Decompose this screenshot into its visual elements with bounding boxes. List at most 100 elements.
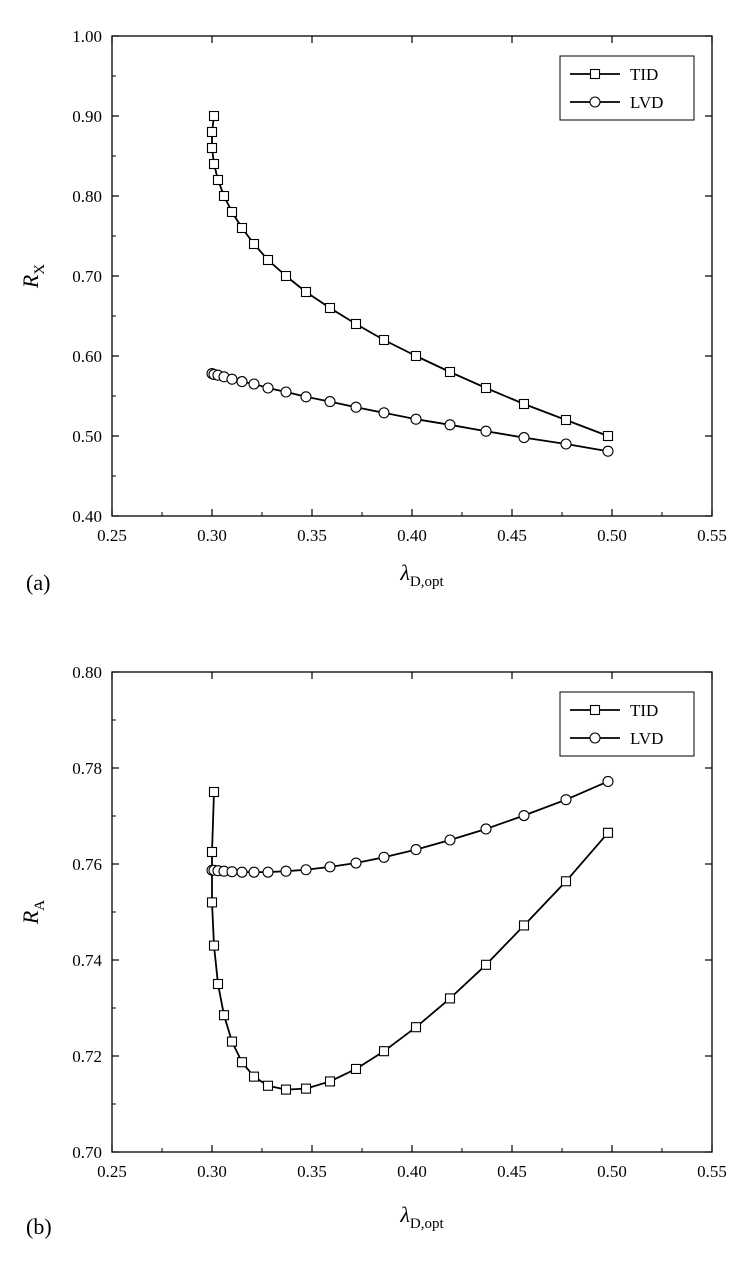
- data-point-lvd: [378, 407, 390, 419]
- y-tick-label: 0.80: [72, 187, 102, 206]
- chart-panel-2: 0.25 0.30 0.35 0.40 0.45 0.50 0.55 0.70 0.72 0.74…: [18, 663, 727, 1239]
- data-point-tid: [560, 876, 572, 887]
- data-point-lvd: [226, 866, 238, 878]
- data-point-lvd: [262, 382, 274, 394]
- data-point-lvd: [560, 438, 572, 450]
- data-point-tid: [280, 270, 292, 282]
- legend-box: [559, 691, 695, 757]
- y-tick-label: 0.70: [72, 267, 102, 286]
- data-point-lvd: [602, 445, 614, 457]
- data-point-lvd: [236, 376, 248, 388]
- data-point-lvd: [324, 861, 336, 873]
- data-point-tid: [208, 940, 220, 951]
- data-point-tid: [300, 1083, 312, 1094]
- x-tick-label: 0.35: [297, 526, 327, 545]
- panel-label: (b): [26, 1214, 52, 1239]
- data-point-tid: [410, 1022, 422, 1033]
- data-point-lvd: [480, 425, 492, 437]
- data-point-lvd: [280, 386, 292, 398]
- data-point-tid: [212, 174, 224, 186]
- data-point-tid: [350, 318, 362, 330]
- data-point-tid: [262, 1080, 274, 1091]
- y-tick-label: 0.76: [72, 855, 102, 874]
- data-point-tid: [212, 978, 224, 990]
- data-point-tid: [602, 827, 614, 838]
- x-tick-label: 0.40: [397, 1162, 427, 1181]
- data-point-tid: [560, 414, 572, 426]
- data-point-tid: [378, 1046, 390, 1057]
- data-point-lvd: [248, 378, 260, 390]
- data-point-tid: [480, 382, 492, 394]
- series-line-tid: [211, 791, 609, 1091]
- data-point-tid: [248, 238, 260, 250]
- y-tick-label: 0.80: [72, 663, 102, 682]
- data-point-tid: [518, 398, 530, 410]
- y-tick-label: 1.00: [72, 27, 102, 46]
- legend-marker-circle: [589, 96, 601, 108]
- y-tick-label: 0.60: [72, 347, 102, 366]
- y-tick-label: 0.74: [72, 951, 102, 970]
- data-point-lvd: [236, 866, 248, 878]
- y-tick-label: 0.70: [72, 1143, 102, 1162]
- panel-label: (a): [26, 570, 50, 595]
- legend-label: TID: [630, 65, 658, 84]
- legend-box: [559, 55, 695, 121]
- y-axis-title: RA: [18, 900, 48, 925]
- x-tick-label: 0.55: [697, 1162, 727, 1181]
- legend-label: TID: [630, 701, 658, 720]
- data-point-tid: [444, 366, 456, 378]
- data-point-tid: [206, 897, 218, 908]
- x-tick-label: 0.40: [397, 526, 427, 545]
- data-point-lvd: [324, 396, 336, 408]
- data-point-tid: [208, 786, 220, 798]
- legend: TID LVD: [559, 691, 695, 757]
- x-tick-label: 0.30: [197, 1162, 227, 1181]
- data-point-tid: [602, 430, 614, 442]
- data-point-tid: [410, 350, 422, 362]
- x-tick-label: 0.55: [697, 526, 727, 545]
- data-point-tid: [280, 1084, 292, 1095]
- data-point-lvd: [350, 401, 362, 413]
- data-point-lvd: [280, 865, 292, 877]
- legend-marker-square: [589, 68, 601, 80]
- data-point-tid: [226, 1036, 238, 1047]
- data-point-tid: [300, 286, 312, 298]
- x-tick-label: 0.30: [197, 526, 227, 545]
- legend-label: LVD: [630, 729, 663, 748]
- y-tick-label: 0.90: [72, 107, 102, 126]
- data-point-tid: [324, 302, 336, 314]
- data-point-lvd: [248, 866, 260, 878]
- data-point-tid: [226, 206, 238, 218]
- y-tick-label: 0.40: [72, 507, 102, 526]
- y-tick-label: 0.50: [72, 427, 102, 446]
- x-tick-label: 0.25: [97, 1162, 127, 1181]
- series-line-lvd: [212, 780, 609, 874]
- data-point-lvd: [518, 809, 530, 822]
- legend-marker-square: [589, 704, 601, 716]
- data-point-tid: [206, 126, 218, 138]
- data-point-lvd: [300, 864, 312, 876]
- data-point-lvd: [444, 419, 456, 431]
- data-point-lvd: [602, 775, 614, 787]
- x-tick-label: 0.50: [597, 526, 627, 545]
- data-point-tid: [206, 846, 218, 858]
- legend-label: LVD: [630, 93, 663, 112]
- data-point-tid: [206, 142, 218, 154]
- data-point-tid: [518, 920, 530, 931]
- data-point-tid: [218, 1010, 230, 1021]
- data-point-tid: [350, 1063, 362, 1075]
- x-tick-label: 0.50: [597, 1162, 627, 1181]
- data-point-lvd: [226, 373, 238, 385]
- data-point-lvd: [262, 866, 274, 878]
- chart-panel-1: 0.25 0.30 0.35 0.40 0.45 0.50 0.55 0.40 0.50 0.60…: [18, 27, 727, 595]
- data-point-tid: [480, 959, 492, 970]
- data-point-lvd: [560, 794, 572, 806]
- y-tick-label: 0.72: [72, 1047, 102, 1066]
- data-point-lvd: [444, 834, 456, 846]
- y-axis-title: RX: [18, 264, 48, 289]
- x-axis-title: λD,opt: [399, 560, 444, 590]
- legend-marker-circle: [589, 732, 601, 744]
- x-tick-label: 0.25: [97, 526, 127, 545]
- x-axis-title: λD,opt: [399, 1202, 444, 1232]
